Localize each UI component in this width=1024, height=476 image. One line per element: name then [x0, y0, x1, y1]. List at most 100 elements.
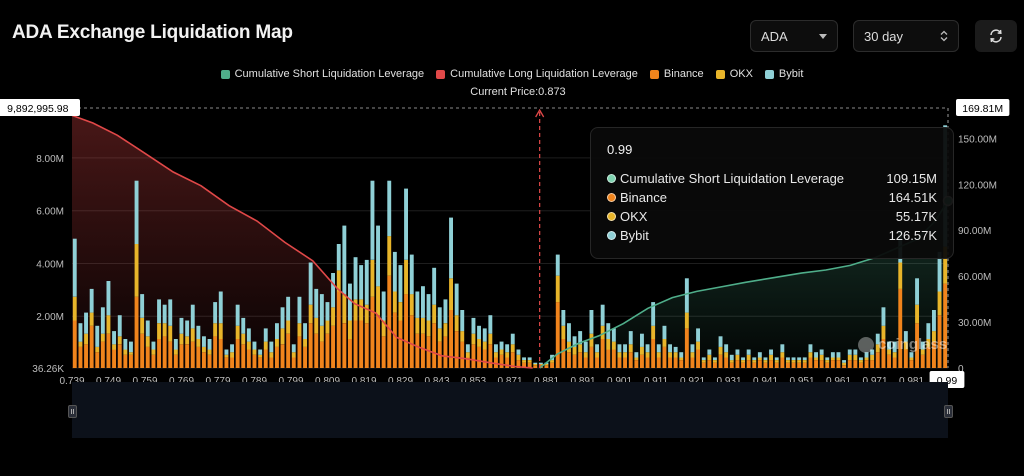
bar-binance: [915, 323, 919, 368]
bar-bybit: [230, 344, 234, 353]
bar-bybit: [134, 180, 139, 244]
bar-okx: [842, 362, 846, 366]
bar-bybit: [684, 278, 689, 313]
bar-bybit: [348, 283, 352, 321]
legend-item-long-cumulative[interactable]: Cumulative Long Liquidation Leverage: [436, 68, 638, 80]
x-tick-label: 0.779: [205, 376, 230, 387]
current-price-label: Current Price:0.873: [470, 86, 566, 98]
bar-bybit: [847, 349, 852, 355]
bar-binance: [499, 354, 504, 368]
bar-binance: [892, 357, 897, 368]
bar-okx: [729, 360, 734, 363]
bar-okx: [319, 325, 324, 342]
tooltip-row-okx: OKX 55.17K: [607, 207, 937, 226]
bar-bybit: [786, 357, 790, 360]
bar-bybit: [819, 349, 824, 355]
legend-item-short-cumulative[interactable]: Cumulative Short Liquidation Leverage: [220, 68, 424, 80]
bar-okx: [881, 325, 886, 339]
bar-bybit: [392, 251, 397, 292]
bar-bybit: [308, 262, 313, 305]
coin-select[interactable]: ADA: [750, 20, 838, 52]
bar-bybit: [561, 310, 566, 326]
bar-binance: [89, 325, 94, 368]
bar-okx: [589, 333, 594, 347]
bar-okx: [701, 360, 706, 363]
x-tick-label: 0.871: [497, 376, 522, 387]
bar-bybit: [275, 323, 279, 339]
bar-okx: [752, 360, 757, 363]
bar-okx: [544, 364, 549, 366]
bar-okx: [763, 360, 768, 363]
bar-binance: [567, 352, 571, 368]
bar-okx: [415, 317, 420, 334]
bar-bybit: [538, 362, 543, 364]
y-left-tick-label: 4.00M: [36, 259, 64, 270]
legend-item-bybit[interactable]: Bybit: [764, 68, 803, 80]
bar-binance: [640, 354, 644, 368]
bar-okx: [465, 352, 470, 358]
bar-bybit: [572, 336, 577, 347]
bar-bybit: [145, 320, 150, 337]
bar-okx: [892, 352, 897, 358]
bar-bybit: [123, 339, 128, 350]
bar-okx: [555, 275, 560, 303]
bar-bybit: [696, 328, 700, 342]
bar-binance: [353, 320, 358, 368]
bar-binance: [853, 360, 858, 368]
zoom-handle-left[interactable]: [68, 405, 77, 418]
bar-binance: [662, 346, 667, 368]
bar-bybit: [432, 267, 437, 305]
bar-binance: [898, 288, 903, 368]
bar-bybit: [724, 344, 729, 353]
x-tick-label: 0.749: [96, 376, 121, 387]
bar-okx: [106, 315, 111, 334]
bar-bybit: [628, 331, 633, 345]
bar-binance: [157, 339, 161, 368]
bar-bybit: [291, 344, 296, 353]
y-right-tick-label: 60.00M: [958, 272, 991, 283]
zoom-slider-track[interactable]: [72, 382, 948, 438]
updown-icon: [940, 30, 948, 42]
legend-item-okx[interactable]: OKX: [715, 68, 753, 80]
bar-okx: [140, 317, 145, 334]
coinglass-logo-icon: [858, 336, 874, 353]
zoom-handle-right[interactable]: [944, 405, 953, 418]
bar-binance: [241, 344, 246, 368]
bar-bybit: [757, 352, 762, 358]
bar-binance: [196, 346, 201, 368]
legend-item-binance[interactable]: Binance: [649, 68, 704, 80]
bar-okx: [494, 352, 498, 358]
bar-bybit: [718, 336, 723, 347]
bar-bybit: [280, 307, 285, 329]
bar-binance: [460, 341, 465, 368]
bar-bybit: [190, 304, 195, 329]
bar-binance: [819, 360, 824, 368]
bar-okx: [145, 336, 150, 347]
bar-okx: [387, 236, 392, 276]
bar-binance: [258, 357, 263, 368]
bar-bybit: [207, 339, 212, 350]
bar-binance: [404, 294, 408, 368]
bar-binance: [112, 349, 116, 368]
refresh-button[interactable]: [975, 20, 1017, 52]
bar-bybit: [555, 254, 560, 276]
bar-binance: [909, 360, 914, 368]
bar-bybit: [662, 325, 667, 339]
x-tick-label: 0.911: [644, 376, 669, 387]
bar-okx: [786, 360, 790, 363]
tooltip-row-binance: Binance 164.51K: [607, 188, 937, 207]
bar-okx: [718, 346, 723, 355]
bar-binance: [465, 357, 470, 368]
legend-swatch: [436, 69, 446, 79]
bar-bybit: [510, 333, 515, 345]
bar-bybit: [336, 244, 341, 271]
bar-okx: [550, 360, 554, 363]
bar-bybit: [404, 188, 408, 260]
bar-okx: [516, 354, 521, 361]
bar-binance: [297, 336, 302, 368]
bar-okx: [668, 352, 672, 358]
range-select[interactable]: 30 day: [853, 20, 959, 52]
range-select-value: 30 day: [864, 28, 904, 44]
bar-okx: [246, 341, 251, 350]
